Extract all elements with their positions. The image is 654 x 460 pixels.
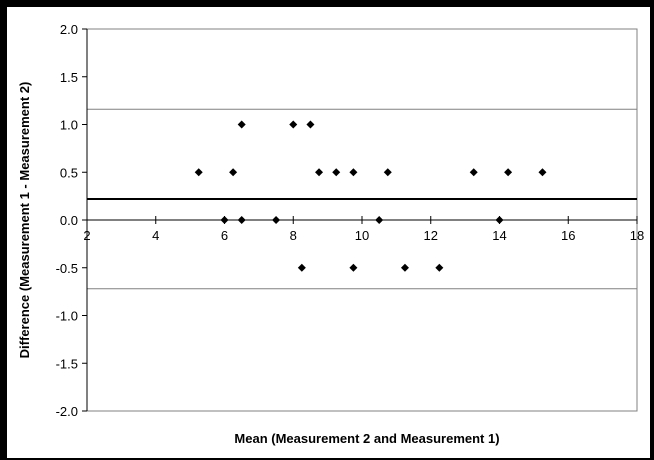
y-tick-label: -1.5: [56, 356, 78, 371]
x-tick-label: 18: [630, 228, 644, 243]
x-tick-label: 10: [355, 228, 369, 243]
x-tick-label: 8: [290, 228, 297, 243]
y-tick-label: 1.0: [60, 118, 78, 133]
y-tick-label: 0.5: [60, 165, 78, 180]
x-tick-label: 6: [221, 228, 228, 243]
y-tick-label: -0.5: [56, 261, 78, 276]
bland-altman-chart: 24681012141618 2.01.51.00.50.0-0.5-1.0-1…: [7, 7, 650, 458]
x-tick-label: 12: [424, 228, 438, 243]
x-axis-title: Mean (Measurement 2 and Measurement 1): [234, 431, 499, 446]
x-tick-label: 4: [152, 228, 159, 243]
y-tick-label: 2.0: [60, 22, 78, 37]
x-tick-label: 14: [492, 228, 506, 243]
chart-frame: 24681012141618 2.01.51.00.50.0-0.5-1.0-1…: [7, 7, 650, 458]
y-tick-label: 0.0: [60, 213, 78, 228]
y-tick-label: -2.0: [56, 404, 78, 419]
y-tick-label: 1.5: [60, 70, 78, 85]
y-axis: 2.0 1.5 1.0 0.5 0.0 -0.5 -1.0 -1.5 -2.0: [56, 22, 87, 419]
y-axis-title: Difference (Measurement 1 - Measurement …: [17, 82, 32, 359]
x-tick-label: 16: [561, 228, 575, 243]
y-tick-label: -1.0: [56, 309, 78, 324]
